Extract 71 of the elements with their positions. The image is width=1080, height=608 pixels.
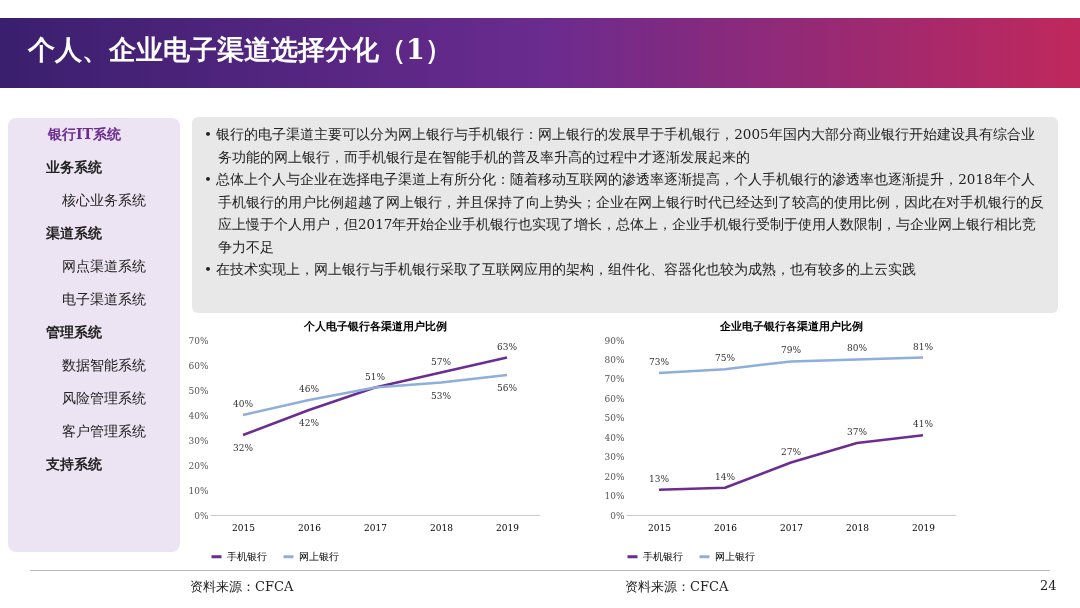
data-label: 13% (648, 473, 670, 484)
y-tick-label: 70% (604, 374, 625, 385)
x-tick-label: 2016 (298, 522, 322, 533)
text: 风险管理系统 (61, 389, 147, 408)
y-tick-label: 50% (188, 385, 209, 396)
text: 支持系统 (45, 455, 103, 474)
y-tick-label: 10% (604, 491, 625, 502)
data-label: 40% (232, 399, 254, 409)
x-tick-label: 2015 (648, 522, 672, 533)
data-label: 27% (780, 446, 802, 457)
legend-label: 网上银行 (715, 550, 755, 562)
y-tick-label: 30% (604, 452, 625, 463)
data-label: 14% (714, 471, 736, 482)
text: 资料来源：CFCA (625, 578, 729, 596)
data-label: 57% (430, 356, 452, 367)
x-tick-label: 2017 (364, 522, 388, 533)
legend-label: 手机银行 (227, 550, 267, 562)
data-label: 51% (364, 371, 386, 382)
data-label: 79% (780, 345, 802, 356)
text: 渠道系统 (45, 224, 103, 243)
x-tick-label: 2016 (714, 522, 738, 533)
data-label: 80% (846, 343, 868, 354)
y-tick-label: 40% (188, 410, 209, 421)
legend-label: 网上银行 (299, 550, 339, 562)
x-tick-label: 2018 (430, 522, 454, 533)
text: • 总体上个人与企业在选择电子渠道上有所分化：随着移动互联网的渗透率逐渐提高，个人手机银行的渗透率也逐渐提升，2018年个人手机银行的用户比例超越了网上银行，并且保持了向上势头；企业在网上银行时代已经达到了较高的使用比例，因此在对手机银行的反应上慢于个人用户，但2017年开始企业手机银行也实现了增长，总体上，企业手机银行受制于使用人数限制，与企业网上银行相比竞争力不足 (204, 170, 1045, 257)
y-tick-label: 0% (610, 510, 625, 521)
text: • 在技术实现上，网上银行与手机银行采取了互联网应用的架构，组件化、容器化也较为成熟，也有较多的上云实践 (204, 260, 918, 279)
chart-title: 企业电子银行各渠道用户比例 (718, 320, 863, 333)
data-label: 42% (298, 418, 320, 428)
y-tick-label: 50% (604, 413, 625, 424)
y-tick-label: 10% (188, 485, 209, 496)
x-tick-label: 2019 (912, 522, 936, 533)
y-tick-label: 80% (604, 354, 625, 365)
y-tick-label: 20% (604, 471, 625, 482)
x-tick-label: 2017 (780, 522, 804, 533)
data-label: 32% (232, 443, 254, 453)
x-tick-label: 2019 (496, 522, 520, 533)
text: 网点渠道系统 (61, 257, 147, 276)
y-tick-label: 60% (604, 393, 625, 404)
data-label: 53% (430, 390, 452, 401)
text: 数据智能系统 (61, 356, 147, 375)
data-label: 37% (846, 427, 868, 438)
y-tick-label: 20% (188, 460, 209, 471)
x-tick-label: 2015 (232, 522, 256, 533)
y-tick-label: 30% (188, 435, 209, 446)
legend-label: 手机银行 (643, 550, 683, 562)
y-tick-label: 0% (194, 510, 209, 521)
x-tick-label: 2018 (846, 522, 870, 533)
data-label: 56% (496, 383, 518, 393)
y-tick-label: 40% (604, 432, 625, 443)
y-tick-label: 90% (604, 335, 625, 346)
text: 管理系统 (45, 323, 103, 342)
data-label: 75% (714, 353, 736, 364)
text: 核心业务系统 (61, 191, 147, 210)
y-tick-label: 60% (188, 360, 209, 371)
data-label: 46% (298, 384, 320, 394)
text: • 银行的电子渠道主要可以分为网上银行与手机银行：网上银行的发展早于手机银行，2005年国内大部分商业银行开始建设具有综合业务功能的网上银行，而手机银行是在智能手机的普及率升高的过程中才逐渐发展起来的 (204, 125, 1036, 167)
text: 业务系统 (45, 158, 103, 177)
text: 个人、企业电子渠道选择分化（1） (28, 33, 452, 67)
text: 24 (1040, 578, 1057, 593)
data-label: 63% (496, 341, 518, 352)
data-label: 41% (912, 419, 934, 430)
text: 电子渠道系统 (61, 290, 147, 309)
data-label: 81% (912, 341, 934, 352)
text: 客户管理系统 (61, 422, 147, 441)
text: 银行IT系统 (46, 125, 122, 144)
y-tick-label: 70% (188, 335, 209, 346)
data-label: 73% (648, 357, 670, 368)
chart-title: 个人电子银行各渠道用户比例 (302, 320, 447, 333)
text: 资料来源：CFCA (190, 578, 294, 596)
